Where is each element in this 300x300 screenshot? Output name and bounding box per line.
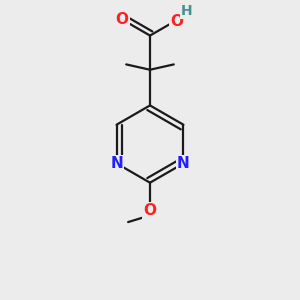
- Text: N: N: [177, 156, 190, 171]
- Text: N: N: [110, 156, 123, 171]
- Text: O: O: [170, 14, 184, 29]
- Text: O: O: [116, 12, 129, 27]
- Text: O: O: [143, 203, 157, 218]
- Text: H: H: [181, 4, 192, 19]
